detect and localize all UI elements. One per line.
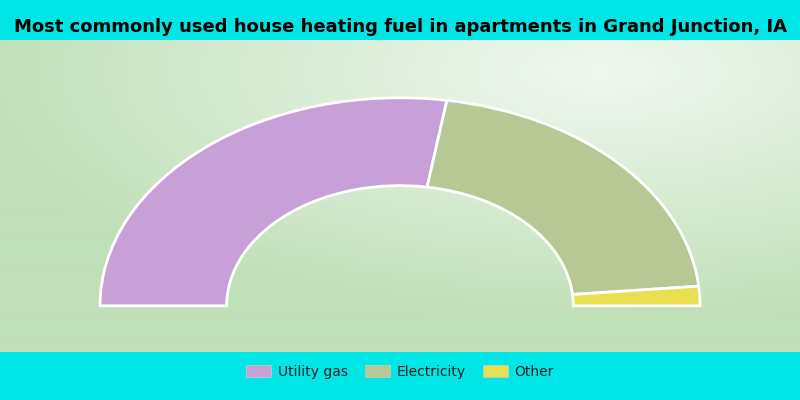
Wedge shape — [573, 286, 700, 306]
Legend: Utility gas, Electricity, Other: Utility gas, Electricity, Other — [246, 365, 554, 379]
Wedge shape — [427, 100, 698, 294]
Wedge shape — [100, 98, 447, 306]
Text: Most commonly used house heating fuel in apartments in Grand Junction, IA: Most commonly used house heating fuel in… — [14, 18, 786, 36]
